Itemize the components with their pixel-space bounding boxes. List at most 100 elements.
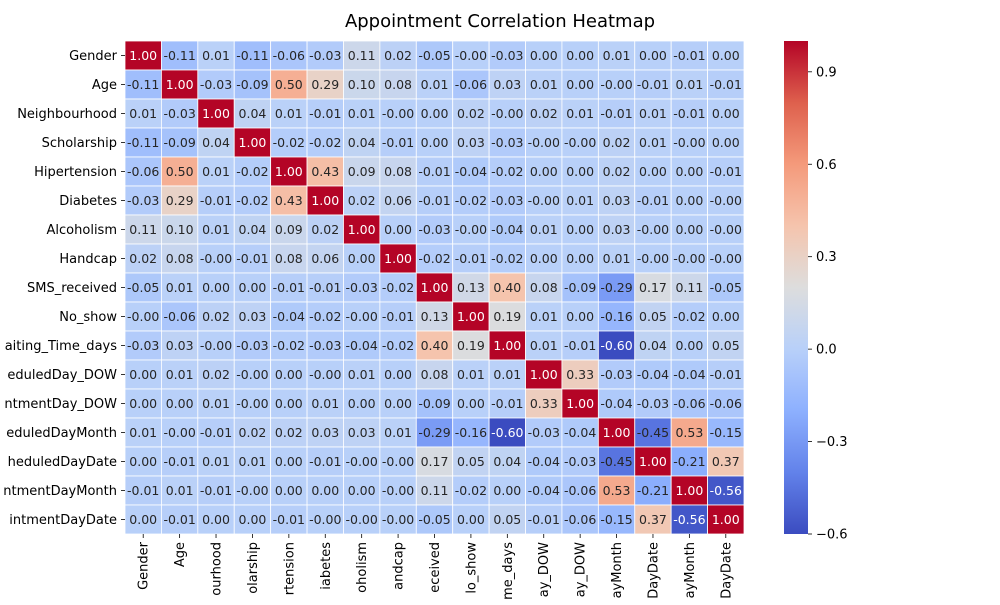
column-label: DayDate: [719, 542, 734, 599]
heatmap-cell: [124, 359, 162, 390]
cell-value-label: -0.04: [673, 367, 705, 382]
cell-value-label: 1.00: [712, 512, 740, 527]
cell-value-label: -0.00: [564, 135, 596, 150]
heatmap-cell: [634, 388, 672, 419]
cell-value-label: 0.01: [603, 251, 631, 266]
row-label: Alcoholism: [47, 223, 117, 238]
heatmap-cell: [306, 98, 344, 129]
cell-value-label: -0.06: [710, 396, 742, 411]
heatmap-cell: [306, 272, 344, 303]
cell-value-label: -0.05: [418, 512, 450, 527]
row-label: Hipertension: [34, 165, 117, 180]
cell-value-label: 0.03: [603, 222, 631, 237]
cell-value-label: 1.00: [239, 135, 267, 150]
cell-value-label: 0.00: [129, 454, 157, 469]
cell-value-label: -0.02: [273, 338, 305, 353]
heatmap-cell: [306, 69, 344, 100]
cell-value-label: 0.00: [675, 338, 703, 353]
heatmap-cell: [415, 156, 454, 187]
heatmap-cell: [707, 40, 745, 71]
cell-value-label: -0.01: [710, 77, 742, 92]
heatmap-cell: [233, 127, 272, 158]
cell-value-label: 0.00: [239, 280, 267, 295]
cell-value-label: 1.00: [457, 309, 485, 324]
cell-value-label: -0.02: [491, 164, 523, 179]
heatmap-cell: [233, 388, 272, 419]
heatmap-cell: [306, 214, 344, 245]
heatmap-cell: [233, 185, 272, 216]
cell-value-label: 0.33: [566, 367, 594, 382]
cell-value-label: 0.00: [457, 396, 485, 411]
cell-value-label: -0.00: [200, 338, 232, 353]
heatmap-cell: [634, 127, 672, 158]
heatmap-cell: [197, 330, 235, 361]
cell-value-label: -0.03: [491, 48, 523, 63]
cell-value-label: -0.06: [673, 396, 705, 411]
heatmap-cell: [707, 446, 745, 477]
cell-value-label: -0.00: [710, 251, 742, 266]
cell-value-label: -0.56: [673, 512, 705, 527]
cell-value-label: 0.03: [348, 425, 376, 440]
cell-value-label: -0.01: [236, 251, 268, 266]
heatmap-cell: [306, 156, 344, 187]
cell-value-label: -0.29: [600, 280, 632, 295]
cell-value-label: 0.00: [712, 309, 740, 324]
cell-value-label: 0.01: [384, 425, 412, 440]
cell-value-label: 0.11: [675, 280, 703, 295]
cell-value-label: 0.17: [639, 280, 667, 295]
cell-value-label: 0.01: [202, 48, 230, 63]
row-label: ntmentDayMonth: [3, 484, 117, 499]
heatmap-cell: [707, 330, 745, 361]
heatmap-cell: [597, 388, 636, 419]
row-label: heduledDayDate: [8, 455, 117, 470]
cell-value-label: 0.00: [457, 512, 485, 527]
heatmap-cell: [306, 504, 344, 535]
cell-value-label: -0.03: [491, 135, 523, 150]
cell-value-label: -0.02: [236, 164, 268, 179]
heatmap-cell: [161, 127, 199, 158]
cell-value-label: -0.03: [600, 367, 632, 382]
heatmap-cell: [379, 446, 417, 477]
heatmap-cell: [670, 40, 708, 71]
heatmap-cell: [707, 156, 745, 187]
cell-value-label: 0.00: [239, 512, 267, 527]
cell-value-label: 1.00: [311, 193, 339, 208]
heatmap-cell: [306, 330, 344, 361]
heatmap-cell: [161, 359, 199, 390]
heatmap-cell: [161, 40, 199, 71]
heatmap-cell: [161, 98, 199, 129]
column-label: ay_DOW: [574, 542, 589, 597]
cell-value-label: 0.00: [275, 483, 303, 498]
cell-value-label: -0.00: [528, 193, 560, 208]
cell-value-label: 0.02: [603, 135, 631, 150]
cell-value-label: 0.00: [384, 396, 412, 411]
heatmap-cell: [343, 301, 381, 332]
cell-value-label: 0.00: [712, 48, 740, 63]
colorbar-tick-label: 0.0: [816, 343, 837, 358]
heatmap-cell: [488, 330, 526, 361]
cell-value-label: -0.02: [491, 251, 523, 266]
cell-value-label: 0.08: [384, 77, 412, 92]
heatmap-cell: [488, 475, 526, 506]
heatmap-cell: [488, 185, 526, 216]
cell-value-label: 0.00: [384, 367, 412, 382]
heatmap-cell: [670, 156, 708, 187]
heatmap-cell: [670, 417, 708, 448]
cell-value-label: 0.00: [530, 164, 558, 179]
cell-value-label: 0.00: [275, 367, 303, 382]
heatmap-cell: [525, 243, 563, 274]
cell-value-label: 0.01: [202, 396, 230, 411]
cell-value-label: 1.00: [202, 106, 230, 121]
cell-value-label: 0.40: [493, 280, 521, 295]
colorbar-gradient: [784, 41, 808, 534]
column-label: olarship: [246, 542, 261, 594]
cell-value-label: 0.08: [530, 280, 558, 295]
cell-value-label: 0.01: [202, 164, 230, 179]
colorbar-tick-label: 0.9: [816, 65, 837, 80]
cell-value-label: -0.09: [163, 135, 195, 150]
cell-value-label: 0.00: [712, 106, 740, 121]
cell-value-label: 0.29: [166, 193, 194, 208]
heatmap-cell: [707, 388, 745, 419]
cell-value-label: 0.00: [421, 135, 449, 150]
row-label: SMS_received: [27, 281, 117, 296]
